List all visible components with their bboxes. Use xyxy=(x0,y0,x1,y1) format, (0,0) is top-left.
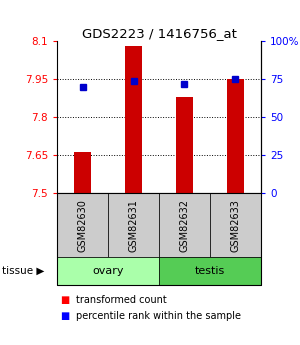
Text: GSM82631: GSM82631 xyxy=(128,199,139,252)
Bar xyxy=(176,97,194,193)
Text: GSM82633: GSM82633 xyxy=(230,199,241,252)
Text: testis: testis xyxy=(195,266,225,276)
Bar xyxy=(226,79,244,193)
Text: tissue ▶: tissue ▶ xyxy=(2,266,44,276)
Text: ■: ■ xyxy=(60,295,69,305)
Text: GSM82630: GSM82630 xyxy=(77,199,88,252)
Text: ■: ■ xyxy=(60,311,69,321)
Text: ovary: ovary xyxy=(92,266,124,276)
Text: transformed count: transformed count xyxy=(76,295,167,305)
Text: percentile rank within the sample: percentile rank within the sample xyxy=(76,311,242,321)
Text: GSM82632: GSM82632 xyxy=(179,199,190,252)
Bar xyxy=(74,152,92,193)
Title: GDS2223 / 1416756_at: GDS2223 / 1416756_at xyxy=(82,27,236,40)
Bar xyxy=(124,46,142,193)
